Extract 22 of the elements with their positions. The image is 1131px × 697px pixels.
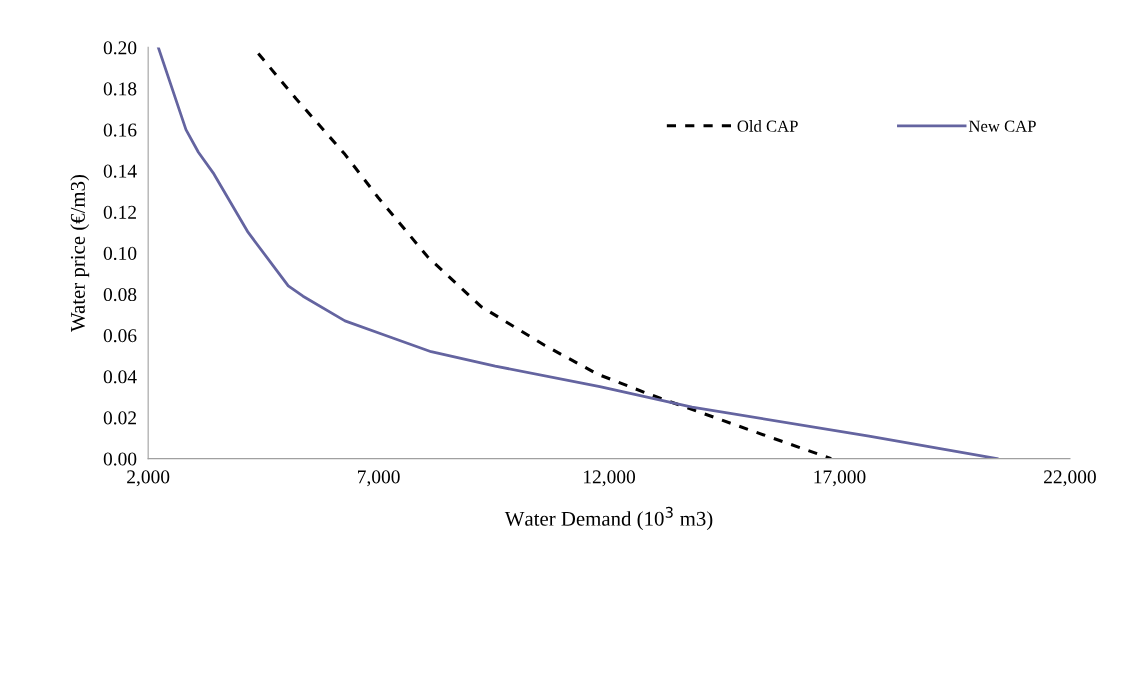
x-tick-label: 2,000: [127, 470, 170, 487]
legend-label: New CAP: [968, 120, 1036, 132]
x-tick-label: 22,000: [1044, 470, 1096, 487]
y-tick-label: 0.00: [103, 452, 137, 466]
x-tick-label: 17,000: [814, 470, 866, 487]
y-tick-label: 0.14: [103, 164, 137, 178]
y-tick-label: 0.18: [103, 82, 137, 96]
y-tick-label: 0.20: [103, 41, 137, 55]
y-tick-label: 0.12: [103, 205, 136, 219]
y-tick-label: 0.16: [103, 123, 137, 137]
y-tick-label: 0.04: [103, 370, 137, 384]
y-tick-label: 0.06: [103, 329, 137, 343]
y-axis-title: Water price (€/m3): [70, 174, 90, 332]
y-tick-label: 0.02: [103, 411, 136, 425]
legend-label: Old CAP: [737, 120, 798, 132]
y-tick-label: 0.10: [103, 246, 137, 261]
line-series: [156, 47, 999, 459]
x-tick-label: 7,000: [358, 470, 400, 487]
y-tick-label: 0.08: [103, 287, 137, 302]
x-tick-label: 12,000: [584, 470, 636, 487]
x-axis-title: Water Demand (10$^{3}$ m3): [504, 506, 713, 531]
line-series: [256, 52, 833, 459]
